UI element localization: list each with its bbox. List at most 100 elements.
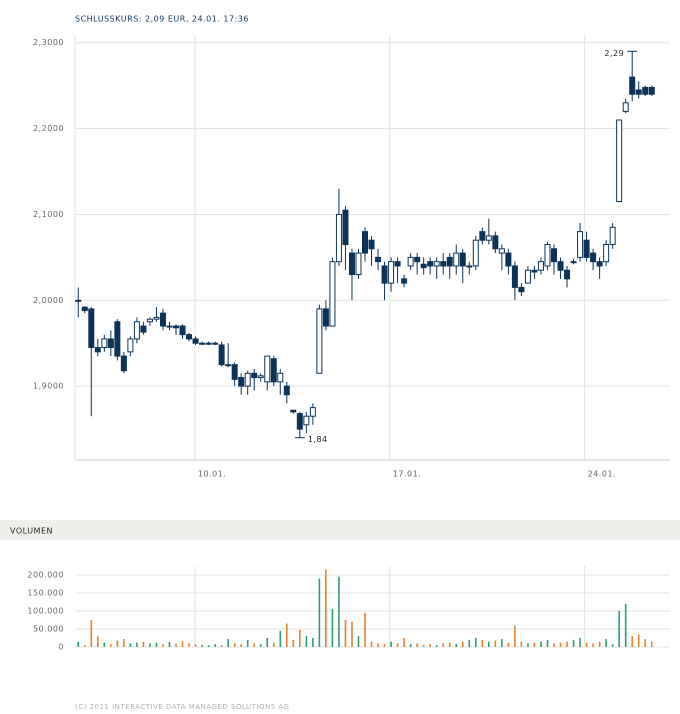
volume-bar [448, 642, 451, 647]
volume-bar [116, 640, 119, 647]
volume-bar [442, 643, 445, 647]
volume-bar [572, 639, 575, 647]
candle-body [590, 252, 597, 263]
candle-body [218, 344, 225, 366]
candle-body [472, 239, 479, 267]
volume-bar [481, 639, 484, 647]
volume-bar [598, 641, 601, 647]
y-tick-label: 150.000 [27, 589, 64, 598]
candle-body [270, 358, 277, 383]
volume-bar [279, 630, 282, 647]
candle-body [348, 252, 355, 276]
volume-bar [501, 639, 503, 647]
candle-body [140, 325, 147, 333]
volume-bar [188, 643, 190, 647]
volume-bar [123, 639, 125, 647]
candle-body [564, 269, 571, 280]
candle-body [264, 355, 271, 383]
candle-body [322, 308, 329, 327]
volume-bar [351, 621, 353, 647]
volume-bar [650, 641, 653, 647]
candle-body [427, 261, 434, 267]
volume-bar [338, 576, 340, 647]
candle-body [629, 76, 636, 95]
candle-body [492, 235, 499, 250]
volume-bar [110, 644, 112, 647]
annotation-label: 2,29 [604, 49, 624, 58]
candle-body [388, 261, 395, 284]
candle-body [596, 261, 603, 267]
candle-body [146, 318, 153, 323]
candle-body [303, 415, 310, 426]
volume-bar [403, 638, 405, 647]
candle-body [505, 252, 512, 267]
candle-body [212, 342, 219, 345]
volume-bar [266, 638, 269, 647]
volume-bar [605, 639, 607, 647]
candle-body [120, 355, 127, 372]
volume-bar [416, 643, 418, 647]
candle-body [414, 256, 421, 263]
candle-body [518, 286, 525, 293]
volume-bar [129, 643, 132, 647]
candle-body [192, 338, 199, 344]
volume-bar [220, 645, 223, 647]
chart-title: SCHLUSSKURS: 2,09 EUR, 24.01. 17:36 [75, 15, 249, 24]
candle-body [75, 299, 82, 302]
candle-body [459, 252, 466, 267]
volume-bar [181, 641, 184, 647]
candle-body [635, 89, 642, 95]
candle-body [550, 248, 557, 263]
volume-bar [435, 645, 438, 647]
volume-bar [240, 644, 242, 647]
volume-bar [331, 609, 334, 647]
candle-body [466, 265, 473, 268]
volume-bar [429, 644, 431, 647]
volume-bar [162, 644, 164, 647]
candle-body [153, 316, 160, 320]
volume-bar [344, 620, 347, 647]
candle-body [577, 231, 584, 258]
volume-bar [357, 636, 360, 647]
candle-body [316, 308, 323, 374]
volume-bar [644, 639, 647, 647]
volume-bar [409, 644, 412, 647]
candle-body [401, 278, 408, 284]
volume-bar [514, 625, 516, 647]
volume-header-band [0, 520, 680, 540]
candle-body [166, 325, 173, 328]
candle-body [231, 364, 238, 380]
y-tick-label: 100.000 [27, 607, 64, 616]
candle-body [296, 413, 303, 430]
volume-bar [474, 638, 477, 647]
candle-body [342, 209, 349, 245]
volume-bar [592, 643, 594, 647]
candle-body [199, 342, 206, 345]
candle-body [570, 261, 577, 264]
candle-body [375, 256, 382, 263]
volume-bar [611, 644, 614, 647]
candle-body [107, 338, 114, 349]
candle-body [277, 372, 284, 383]
candle-body [251, 372, 258, 379]
volume-bar [318, 578, 321, 647]
candle-body [557, 261, 564, 271]
volume-bar [585, 642, 588, 647]
volume-bar [286, 623, 288, 647]
candle-body [290, 409, 297, 413]
candle-body [329, 261, 336, 327]
volume-bar [253, 643, 256, 647]
candle-body [283, 385, 290, 396]
candle-body [433, 261, 440, 267]
candle-body [642, 86, 649, 95]
volume-bar [155, 642, 158, 647]
candle-body [81, 306, 88, 312]
volume-bar [383, 644, 386, 647]
candle-body [88, 308, 95, 349]
candle-body [309, 407, 316, 417]
candle-body [257, 375, 264, 379]
volume-bar [494, 640, 497, 647]
candle-body [244, 372, 251, 387]
